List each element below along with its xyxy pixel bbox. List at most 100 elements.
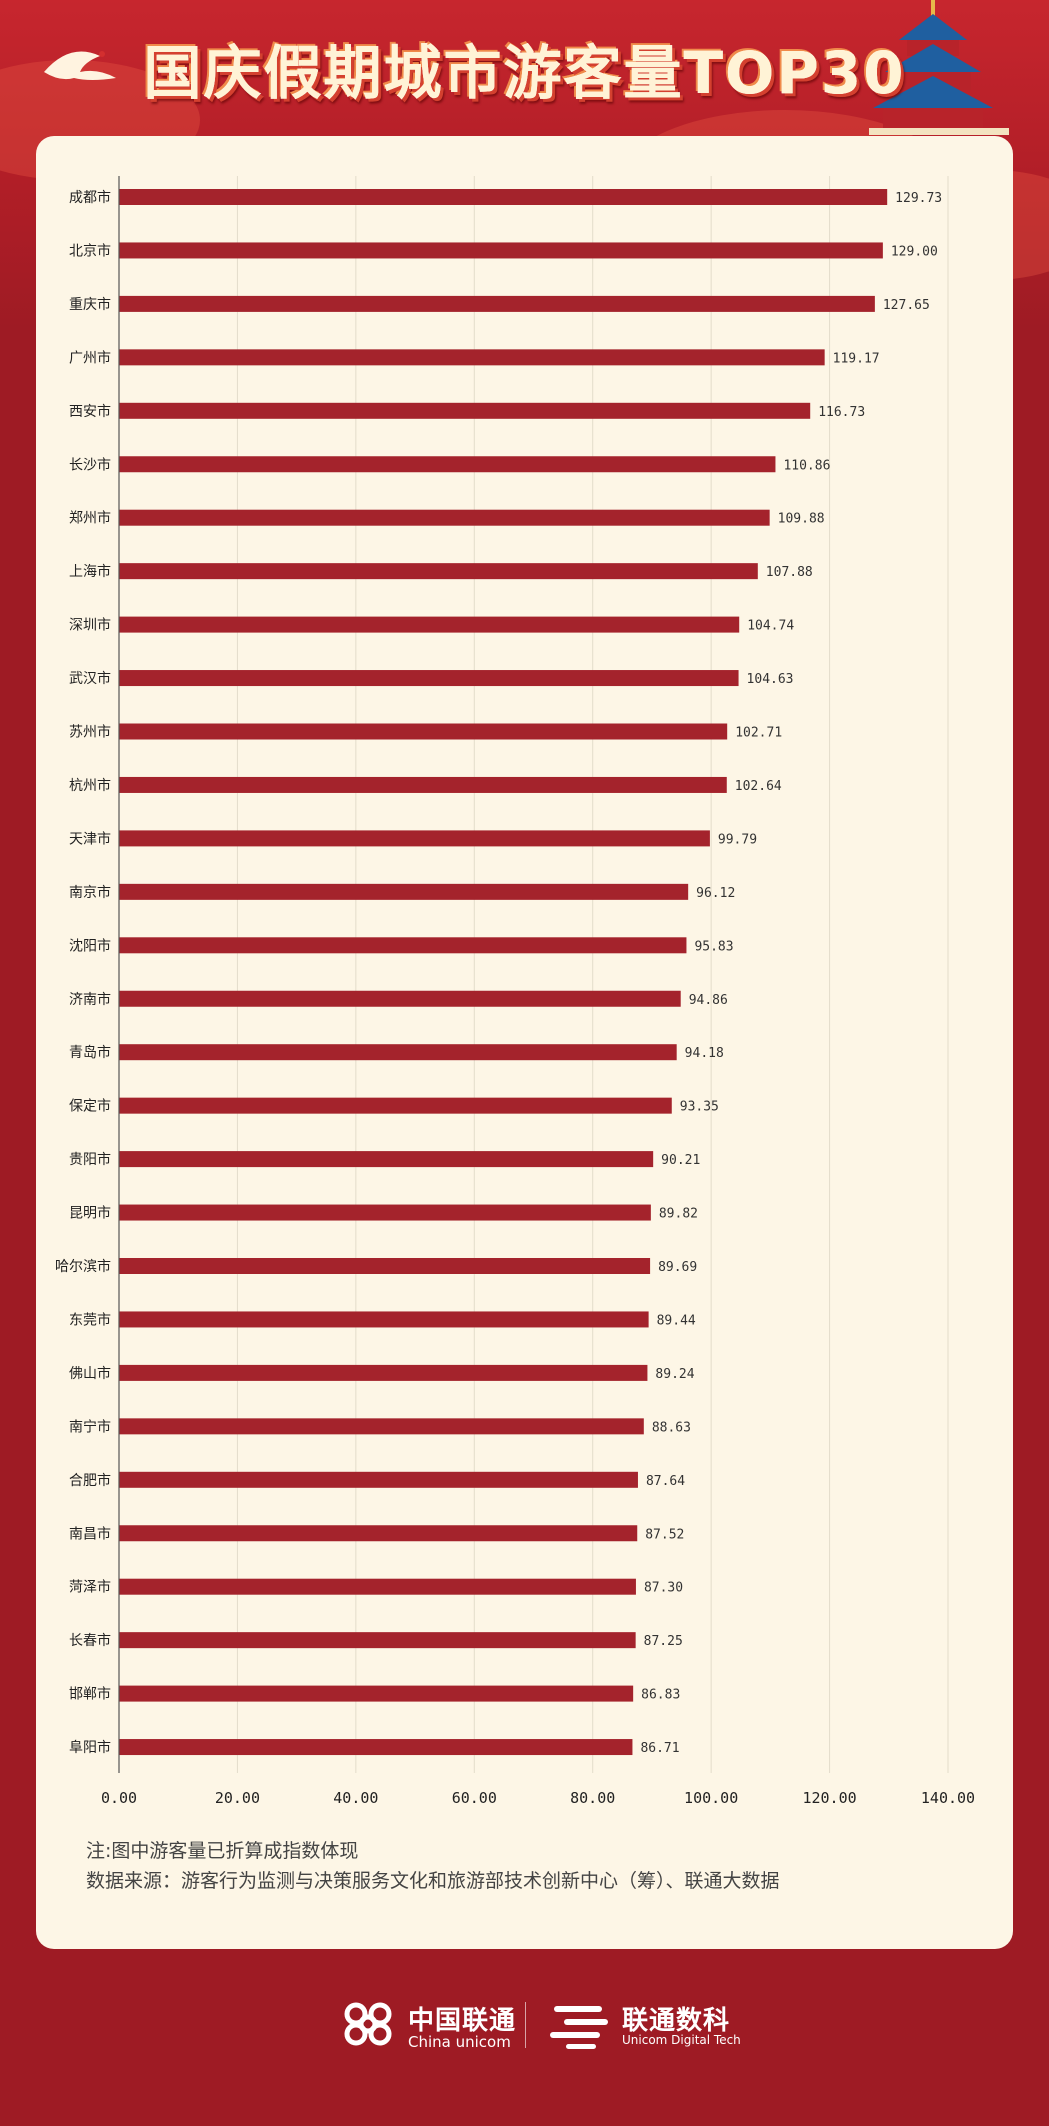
source-line: 数据来源：游客行为监测与决策服务文化和旅游部技术创新中心（筹）、联通大数据	[86, 1870, 780, 1892]
bar	[119, 723, 728, 740]
bar	[119, 402, 811, 419]
bar	[119, 937, 687, 954]
category-label: 哈尔滨市	[55, 1258, 111, 1275]
value-label: 87.64	[646, 1474, 685, 1489]
category-label: 上海市	[69, 563, 111, 580]
category-label: 青岛市	[69, 1044, 111, 1061]
value-label: 129.73	[895, 191, 942, 206]
value-label: 87.25	[644, 1634, 683, 1649]
category-label: 南宁市	[69, 1418, 111, 1435]
bar-series	[119, 189, 888, 1756]
bar	[119, 563, 758, 580]
china-unicom-en: China unicom	[408, 2033, 511, 2051]
value-label: 89.24	[655, 1367, 694, 1382]
category-label: 天津市	[69, 830, 111, 847]
category-label: 昆明市	[69, 1205, 111, 1222]
value-label: 109.88	[778, 512, 825, 527]
value-label: 104.63	[747, 672, 794, 687]
value-label: 87.30	[644, 1581, 683, 1596]
x-tick-label: 140.00	[921, 1789, 975, 1807]
page-title: 国庆假期城市游客量TOP30	[143, 39, 906, 107]
category-label: 郑州市	[69, 510, 111, 527]
bar	[119, 189, 888, 205]
bar	[119, 1044, 677, 1061]
value-label: 119.17	[833, 351, 880, 366]
bar	[119, 1418, 644, 1435]
value-label: 95.83	[694, 939, 733, 954]
value-label: 86.83	[641, 1688, 680, 1703]
bar	[119, 456, 776, 473]
bar	[119, 1471, 638, 1488]
china-unicom-cn: 中国联通	[408, 2006, 517, 2036]
x-tick-label: 120.00	[802, 1789, 856, 1807]
category-label: 阜阳市	[69, 1739, 111, 1756]
value-labels: 129.73 129.00 127.65 119.17 116.73 110.86 109.…	[640, 191, 942, 1756]
chart-card: 成都市 北京市 重庆市 广州市 西安市 长沙市 郑州市 上海市 深圳市 武汉市 苏州市 杭州市 天津市南…	[36, 136, 1013, 1949]
value-label: 96.12	[696, 886, 735, 901]
bar	[119, 1578, 636, 1595]
category-label: 合肥市	[69, 1472, 111, 1489]
value-label: 89.44	[657, 1313, 696, 1328]
bar	[119, 830, 710, 847]
unicom-digital-tech-cn: 联通数科	[622, 2006, 731, 2036]
value-label: 90.21	[661, 1153, 700, 1168]
value-label: 86.71	[640, 1741, 679, 1756]
category-label: 长春市	[69, 1632, 111, 1649]
bar	[119, 509, 770, 526]
category-label: 北京市	[69, 242, 111, 259]
value-label: 110.86	[783, 458, 830, 473]
x-tick-label: 20.00	[215, 1789, 260, 1807]
category-label: 东莞市	[69, 1311, 111, 1328]
bar	[119, 1204, 651, 1221]
grid-lines	[236, 176, 949, 1774]
unicom-digital-tech-logo-icon	[550, 2006, 608, 2049]
value-label: 87.52	[645, 1527, 684, 1542]
value-label: 94.86	[689, 993, 728, 1008]
category-label: 济南市	[69, 991, 111, 1008]
bar	[119, 616, 740, 633]
x-axis-ticks: 0.00 20.00 40.00 60.00 80.00 100.00 120.00 140.…	[101, 1789, 975, 1807]
bar	[119, 1364, 648, 1381]
category-label: 南昌市	[69, 1525, 111, 1542]
value-label: 102.71	[735, 726, 782, 741]
category-label: 成都市	[69, 189, 111, 206]
chart-notes: 注:图中游客量已折算成指数体现 数据来源：游客行为监测与决策服务文化和旅游部技术…	[86, 1836, 780, 1896]
bar	[119, 1097, 672, 1114]
value-label: 116.73	[818, 405, 865, 420]
value-label: 89.82	[659, 1207, 698, 1222]
bar	[119, 776, 727, 793]
value-label: 127.65	[883, 298, 930, 313]
category-label: 沈阳市	[69, 937, 111, 954]
category-label: 西安市	[69, 403, 111, 420]
category-label: 重庆市	[69, 296, 111, 313]
bar	[119, 1525, 638, 1542]
value-label: 107.88	[766, 565, 813, 580]
category-label: 佛山市	[69, 1365, 111, 1382]
value-label: 104.74	[747, 619, 794, 634]
bar	[119, 990, 681, 1007]
bar	[119, 1685, 634, 1702]
crane-icon	[44, 51, 116, 80]
bar	[119, 883, 689, 900]
unicom-digital-tech-en: Unicom Digital Tech	[622, 2033, 741, 2047]
category-label: 保定市	[69, 1098, 111, 1115]
bar	[119, 670, 739, 687]
x-tick-label: 40.00	[333, 1789, 378, 1807]
temple-of-heaven-icon	[869, 0, 1009, 135]
category-label: 广州市	[69, 349, 111, 366]
category-label: 南京市	[69, 884, 111, 901]
category-label: 长沙市	[69, 456, 111, 473]
value-label: 93.35	[680, 1100, 719, 1115]
value-label: 89.69	[658, 1260, 697, 1275]
x-tick-label: 60.00	[452, 1789, 497, 1807]
category-label: 菏泽市	[69, 1579, 111, 1596]
value-label: 129.00	[891, 244, 938, 259]
bar-chart: 成都市北京市重庆市广州市西安市长沙市郑州市上海市深圳市武汉市苏州市杭州市天津市南…	[55, 176, 975, 1807]
x-tick-label: 100.00	[684, 1789, 738, 1807]
bar	[119, 242, 883, 259]
note-line: 注:图中游客量已折算成指数体现	[86, 1840, 359, 1862]
category-label: 邯郸市	[69, 1686, 111, 1703]
bar	[119, 295, 875, 312]
category-label: 武汉市	[69, 670, 111, 687]
bar	[119, 349, 825, 366]
